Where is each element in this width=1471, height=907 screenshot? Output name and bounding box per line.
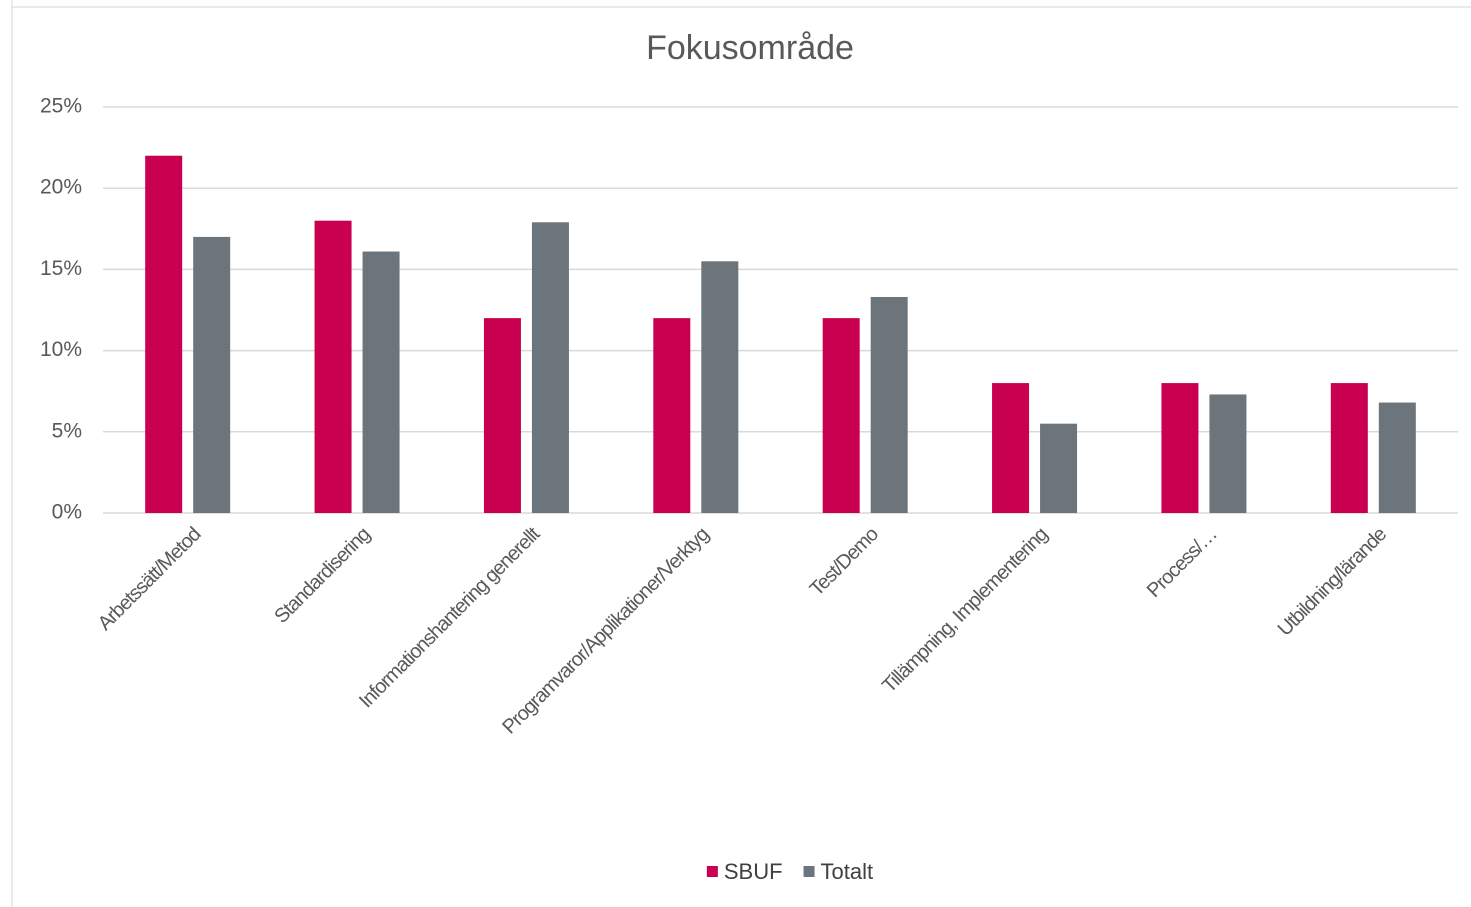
bar [1161,383,1199,513]
bar [822,318,860,513]
chart-title: Fokusområde [646,29,854,67]
y-tick-label: 20% [40,176,82,199]
x-tick-label: Arbetssätt/Metod [94,524,205,635]
bar [1330,383,1368,513]
y-tick-label: 25% [40,95,82,118]
x-tick-label: Process/… [1143,524,1221,602]
legend-label: Totalt [821,859,874,884]
x-tick-label: Programvaror/Applikationer/Verktyg [498,524,713,739]
x-tick-label: Test/Demo [806,523,883,600]
legend-swatch [706,866,718,877]
bar [992,383,1030,513]
y-tick-label: 10% [40,338,82,361]
bar [193,236,231,514]
y-tick-label: 5% [52,419,82,442]
legend-swatch [803,866,815,877]
bar [1209,394,1247,513]
bar [1378,402,1416,513]
bar [145,155,183,513]
bar [483,318,521,513]
legend-label: SBUF [724,859,783,884]
bar [870,297,908,513]
x-tick-label: Informationshantering generellt [355,523,545,713]
x-tick-label: Tillämpning, Implementering [878,524,1052,698]
x-tick-label: Utbildning/lärande [1274,523,1391,640]
bar [701,261,739,513]
bar [531,222,569,513]
bar [1040,423,1078,513]
bar [653,318,691,513]
y-tick-label: 0% [52,501,82,524]
y-tick-label: 15% [40,257,82,280]
bar [362,251,400,513]
x-tick-label: Standardisering [270,524,374,628]
bar [314,220,352,513]
